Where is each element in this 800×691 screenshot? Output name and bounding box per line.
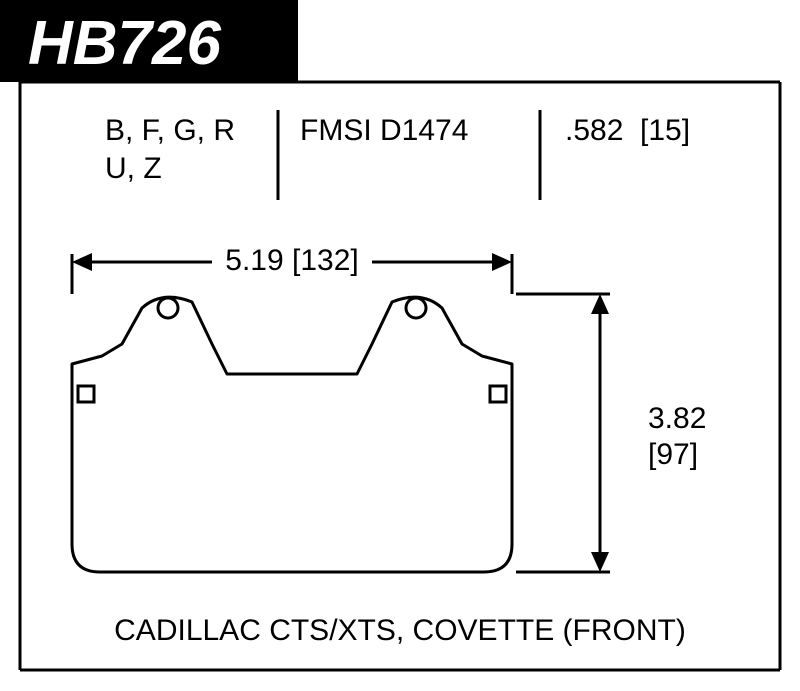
compounds-line2: U, Z [105,152,162,185]
pad-hole-right [406,298,426,318]
width-arrow-left [72,253,92,271]
width-arrow-right [492,253,512,271]
thickness-in: .582 [565,114,623,147]
height-mm: [97] [648,438,698,471]
height-arrow-bottom [591,552,609,572]
application-text: CADILLAC CTS/XTS, COVETTE (FRONT) [114,614,686,647]
height-arrow-top [591,294,609,314]
pad-outline [72,297,512,572]
height-in: 3.82 [648,402,706,435]
pad-notch-left [78,386,94,402]
pad-hole-left [158,298,178,318]
width-label: 5.19 [132] [225,244,358,277]
fmsi-code: FMSI D1474 [300,114,468,147]
compounds-line1: B, F, G, R [105,114,235,147]
thickness-mm: [15] [640,114,690,147]
pad-notch-right [490,386,506,402]
part-number: HB726 [28,9,222,78]
